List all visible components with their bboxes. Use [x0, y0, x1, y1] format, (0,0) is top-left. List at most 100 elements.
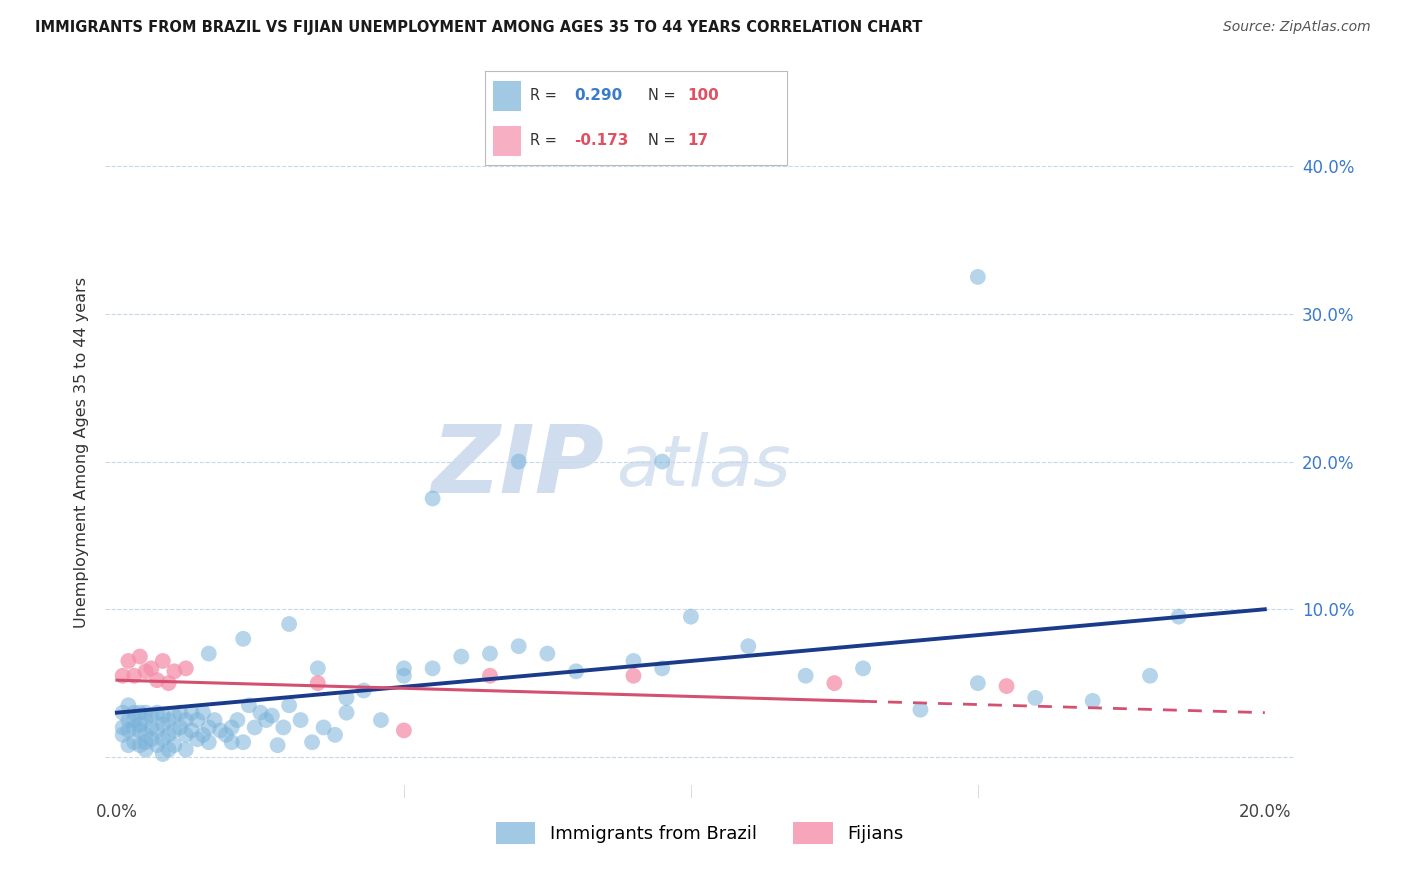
- Point: [651, 661, 673, 675]
- Point: [307, 661, 329, 675]
- Point: [146, 706, 169, 720]
- Point: [392, 669, 415, 683]
- Point: [174, 713, 197, 727]
- Point: [146, 673, 169, 688]
- Point: [266, 738, 288, 752]
- Point: [221, 721, 243, 735]
- Point: [422, 491, 444, 506]
- Point: [152, 732, 174, 747]
- Point: [679, 609, 702, 624]
- Point: [174, 661, 197, 675]
- Point: [197, 735, 219, 749]
- Point: [479, 647, 502, 661]
- Text: N =: N =: [648, 133, 681, 148]
- Point: [254, 713, 277, 727]
- Point: [197, 721, 219, 735]
- Point: [1139, 669, 1161, 683]
- Point: [117, 738, 139, 752]
- Point: [169, 721, 191, 735]
- Point: [122, 721, 145, 735]
- Point: [186, 713, 208, 727]
- Text: N =: N =: [648, 88, 681, 103]
- Point: [180, 706, 202, 720]
- Point: [1081, 694, 1104, 708]
- Point: [128, 738, 150, 752]
- Point: [180, 723, 202, 738]
- Point: [111, 728, 134, 742]
- Point: [146, 738, 169, 752]
- Point: [122, 713, 145, 727]
- Point: [651, 454, 673, 468]
- Point: [163, 665, 186, 679]
- Point: [508, 639, 530, 653]
- Point: [157, 742, 180, 756]
- Point: [422, 661, 444, 675]
- Point: [135, 713, 157, 727]
- Point: [1167, 609, 1189, 624]
- Legend: Immigrants from Brazil, Fijians: Immigrants from Brazil, Fijians: [488, 815, 911, 852]
- Point: [117, 698, 139, 713]
- Point: [117, 723, 139, 738]
- Text: R =: R =: [530, 133, 562, 148]
- Point: [141, 708, 163, 723]
- Point: [392, 661, 415, 675]
- Text: Source: ZipAtlas.com: Source: ZipAtlas.com: [1223, 20, 1371, 34]
- Point: [128, 717, 150, 731]
- Text: IMMIGRANTS FROM BRAZIL VS FIJIAN UNEMPLOYMENT AMONG AGES 35 TO 44 YEARS CORRELAT: IMMIGRANTS FROM BRAZIL VS FIJIAN UNEMPLO…: [35, 20, 922, 35]
- Text: R =: R =: [530, 88, 562, 103]
- Point: [163, 708, 186, 723]
- Point: [152, 717, 174, 731]
- Point: [152, 654, 174, 668]
- Point: [111, 669, 134, 683]
- Point: [191, 706, 214, 720]
- Point: [737, 639, 759, 653]
- Point: [260, 708, 283, 723]
- Text: 0.290: 0.290: [574, 88, 623, 103]
- Point: [152, 708, 174, 723]
- Point: [249, 706, 271, 720]
- Point: [169, 706, 191, 720]
- Point: [152, 747, 174, 761]
- Point: [111, 706, 134, 720]
- Point: [353, 683, 375, 698]
- Point: [232, 632, 254, 646]
- Point: [966, 269, 988, 284]
- Point: [135, 665, 157, 679]
- Point: [335, 690, 357, 705]
- Point: [565, 665, 588, 679]
- Point: [135, 742, 157, 756]
- Text: 100: 100: [688, 88, 720, 103]
- Point: [232, 735, 254, 749]
- FancyBboxPatch shape: [492, 126, 522, 156]
- Point: [122, 706, 145, 720]
- Point: [312, 721, 335, 735]
- Point: [323, 728, 346, 742]
- Point: [226, 713, 249, 727]
- Point: [128, 723, 150, 738]
- Point: [204, 713, 226, 727]
- Point: [141, 732, 163, 747]
- Point: [157, 728, 180, 742]
- Point: [117, 713, 139, 727]
- Point: [278, 698, 301, 713]
- Point: [238, 698, 260, 713]
- Point: [128, 649, 150, 664]
- Point: [122, 735, 145, 749]
- Point: [536, 647, 558, 661]
- Point: [163, 723, 186, 738]
- Point: [623, 669, 645, 683]
- FancyBboxPatch shape: [492, 81, 522, 111]
- Point: [135, 735, 157, 749]
- Point: [191, 728, 214, 742]
- Point: [995, 679, 1018, 693]
- Point: [290, 713, 312, 727]
- Point: [910, 703, 932, 717]
- Point: [479, 669, 502, 683]
- Point: [852, 661, 875, 675]
- Point: [1024, 690, 1046, 705]
- Text: -0.173: -0.173: [574, 133, 628, 148]
- Point: [157, 713, 180, 727]
- Point: [823, 676, 845, 690]
- Point: [335, 706, 357, 720]
- Point: [966, 676, 988, 690]
